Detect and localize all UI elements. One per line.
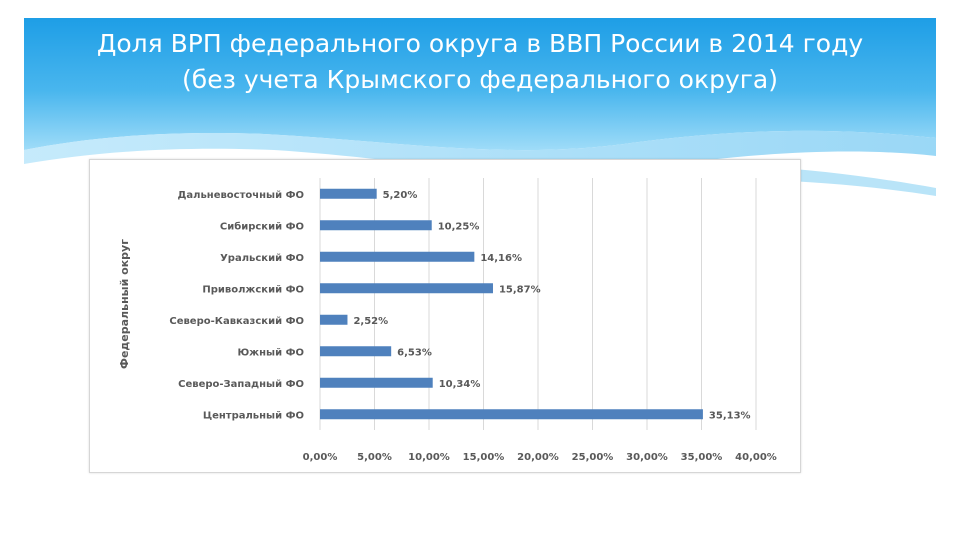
category-label: Дальневосточный ФО xyxy=(177,190,304,201)
bar xyxy=(320,251,475,262)
bar xyxy=(320,314,348,325)
data-label: 10,34% xyxy=(439,379,481,390)
bars xyxy=(320,188,703,420)
slide-title: Доля ВРП федерального округа в ВВП Росси… xyxy=(24,26,936,98)
chart-frame: Дальневосточный ФО Сибирский ФО Уральский … xyxy=(89,159,801,473)
bar xyxy=(320,346,392,357)
category-labels: Дальневосточный ФО Сибирский ФО Уральский … xyxy=(169,190,304,422)
bar xyxy=(320,377,433,388)
data-label: 15,87% xyxy=(499,284,541,295)
y-axis-title: Федеральный округ xyxy=(118,239,131,369)
category-label: Северо-Кавказский ФО xyxy=(169,316,304,327)
category-label: Сибирский ФО xyxy=(220,220,304,232)
category-label: Центральный ФО xyxy=(203,410,304,421)
category-label: Северо-Западный ФО xyxy=(178,379,304,390)
bar xyxy=(320,188,377,199)
bar xyxy=(320,283,493,294)
bar xyxy=(320,220,432,231)
x-tick-label: 10,00% xyxy=(408,452,450,463)
x-tick-label: 40,00% xyxy=(735,452,777,463)
x-tick-label: 15,00% xyxy=(463,452,505,463)
bar xyxy=(320,409,703,420)
data-label: 6,53% xyxy=(397,347,432,358)
gridlines xyxy=(319,178,757,430)
x-tick-label: 5,00% xyxy=(357,452,392,463)
category-label: Южный ФО xyxy=(237,347,304,358)
category-label: Уральский ФО xyxy=(220,253,304,264)
slide-title-line-1: Доля ВРП федерального округа в ВВП Росси… xyxy=(96,29,864,58)
slide-title-line-2: (без учета Крымского федерального округа… xyxy=(182,65,778,94)
x-tick-label: 0,00% xyxy=(303,452,338,463)
x-tick-label: 25,00% xyxy=(572,452,614,463)
value-labels: 5,20% 10,25% 14,16% 15,87% 2,52% 6,53% 10,34% 3… xyxy=(353,190,750,422)
bar-chart: Дальневосточный ФО Сибирский ФО Уральский … xyxy=(118,178,777,463)
x-tick-labels: 0,00% 5,00% 10,00% 15,00% 20,00% 25,00% 30,00%… xyxy=(303,452,777,463)
x-tick-label: 35,00% xyxy=(681,452,723,463)
data-label: 10,25% xyxy=(438,221,480,232)
category-label: Приволжский ФО xyxy=(202,284,304,295)
data-label: 2,52% xyxy=(353,316,388,327)
data-label: 5,20% xyxy=(383,190,418,201)
x-tick-label: 20,00% xyxy=(517,452,559,463)
data-label: 14,16% xyxy=(480,253,522,264)
x-tick-label: 30,00% xyxy=(626,452,668,463)
data-label: 35,13% xyxy=(709,410,751,421)
